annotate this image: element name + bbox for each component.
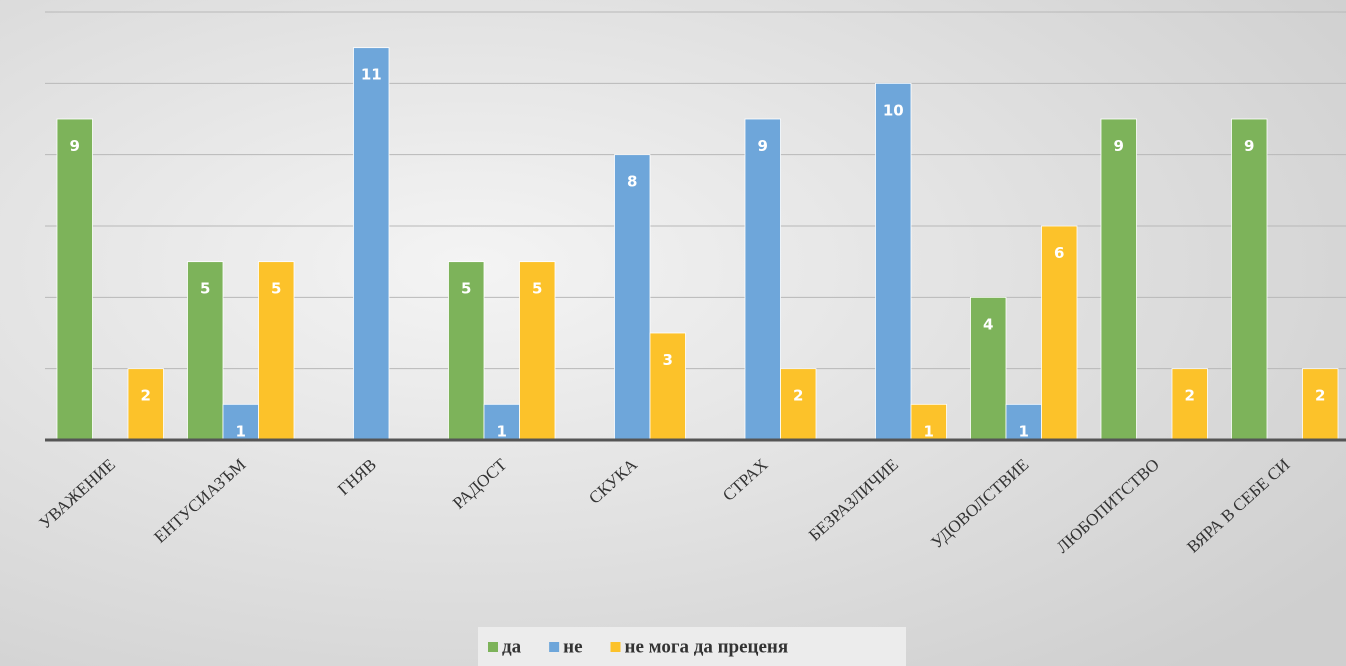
bar bbox=[649, 332, 686, 441]
bar bbox=[1100, 118, 1137, 441]
data-label: 6 bbox=[1054, 244, 1064, 262]
data-label: 1 bbox=[1019, 422, 1029, 440]
bar bbox=[353, 47, 390, 441]
bar bbox=[614, 154, 651, 441]
bar bbox=[56, 118, 93, 441]
data-label: 9 bbox=[70, 137, 80, 155]
bar bbox=[744, 118, 781, 441]
bar bbox=[970, 296, 1007, 441]
data-label: 9 bbox=[1114, 137, 1124, 155]
data-label: 5 bbox=[532, 280, 542, 298]
data-label: 10 bbox=[883, 101, 904, 119]
data-label: 3 bbox=[663, 351, 673, 369]
legend: да не не мога да преценя bbox=[488, 636, 788, 657]
data-label: 1 bbox=[497, 422, 507, 440]
bar bbox=[483, 403, 520, 441]
bar bbox=[1171, 368, 1208, 441]
bar bbox=[448, 261, 485, 441]
legend-swatch bbox=[549, 642, 560, 652]
data-label: 1 bbox=[236, 422, 246, 440]
bar bbox=[127, 368, 164, 441]
data-label: 2 bbox=[1315, 387, 1325, 405]
legend-label: не мога да преценя bbox=[625, 636, 789, 657]
data-label: 4 bbox=[983, 315, 993, 333]
bar bbox=[780, 368, 817, 441]
data-label: 2 bbox=[141, 387, 151, 405]
data-label: 1 bbox=[924, 422, 934, 440]
legend-label: да bbox=[502, 636, 522, 657]
bar bbox=[1302, 368, 1339, 441]
data-label: 8 bbox=[627, 173, 637, 191]
data-label: 2 bbox=[1185, 387, 1195, 405]
data-label: 5 bbox=[461, 280, 471, 298]
data-label: 9 bbox=[1244, 137, 1254, 155]
data-label: 2 bbox=[793, 387, 803, 405]
data-label: 5 bbox=[200, 280, 210, 298]
bar bbox=[910, 403, 947, 441]
legend-swatch bbox=[488, 642, 498, 652]
legend-label: не bbox=[563, 636, 582, 657]
bar bbox=[875, 82, 912, 441]
data-label: 9 bbox=[758, 137, 768, 155]
bar bbox=[519, 261, 556, 441]
bar bbox=[1231, 118, 1268, 441]
bar bbox=[258, 261, 295, 441]
bar bbox=[222, 403, 259, 441]
data-label: 5 bbox=[271, 280, 281, 298]
legend-swatch bbox=[610, 642, 621, 652]
data-label: 11 bbox=[361, 66, 382, 84]
